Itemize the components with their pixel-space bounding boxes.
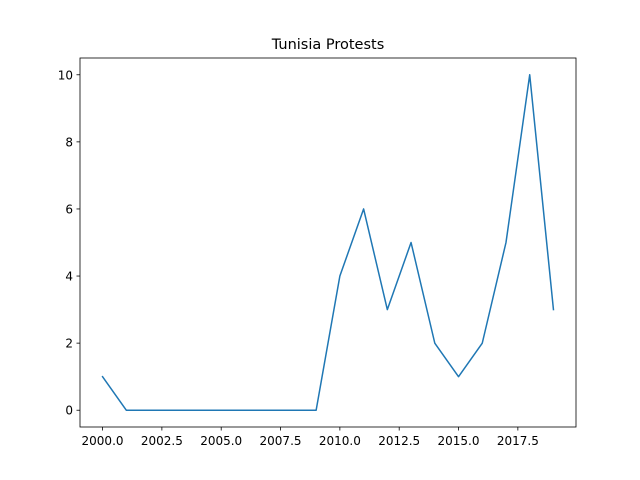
axes-frame [79,57,577,428]
x-tick-label: 2007.5 [260,434,302,448]
x-tick-label: 2015.0 [438,434,480,448]
x-tick-label: 2000.0 [82,434,124,448]
x-tick-label: 2010.0 [319,434,361,448]
x-tick-label: 2002.5 [141,434,183,448]
y-tick-label: 10 [58,68,73,82]
y-tick-label: 4 [65,270,73,284]
y-tick-label: 8 [65,135,73,149]
y-tick-label: 6 [65,202,73,216]
x-tick-label: 2005.0 [200,434,242,448]
y-tick-label: 2 [65,337,73,351]
y-tick-label: 0 [65,404,73,418]
plot-area: 2000.0 2002.5 2005.0 2007.5 2010.0 2012.5 2015… [58,57,577,448]
x-tick-label: 2012.5 [378,434,420,448]
chart-title: Tunisia Protests [271,37,385,53]
x-tick-label: 2017.5 [497,434,539,448]
series-line [101,74,555,411]
